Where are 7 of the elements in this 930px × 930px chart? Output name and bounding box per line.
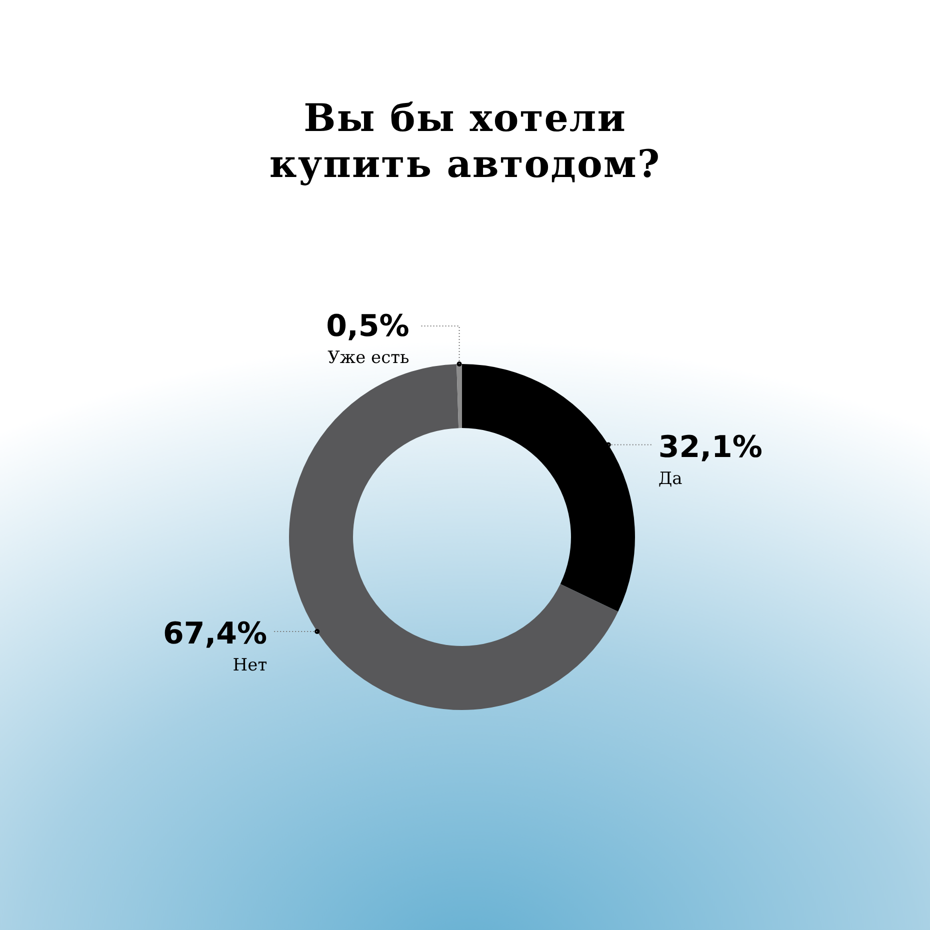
data-label: 67,4% (163, 616, 268, 652)
data-label: 32,1% (658, 430, 762, 465)
slice-label: Да (658, 468, 682, 489)
chart-title: Вы бы хотели купить автодом? (268, 95, 662, 187)
slice-label: Нет (232, 656, 268, 676)
data-label: 0,5% (326, 309, 410, 344)
slice-label: Уже есть (328, 348, 410, 368)
